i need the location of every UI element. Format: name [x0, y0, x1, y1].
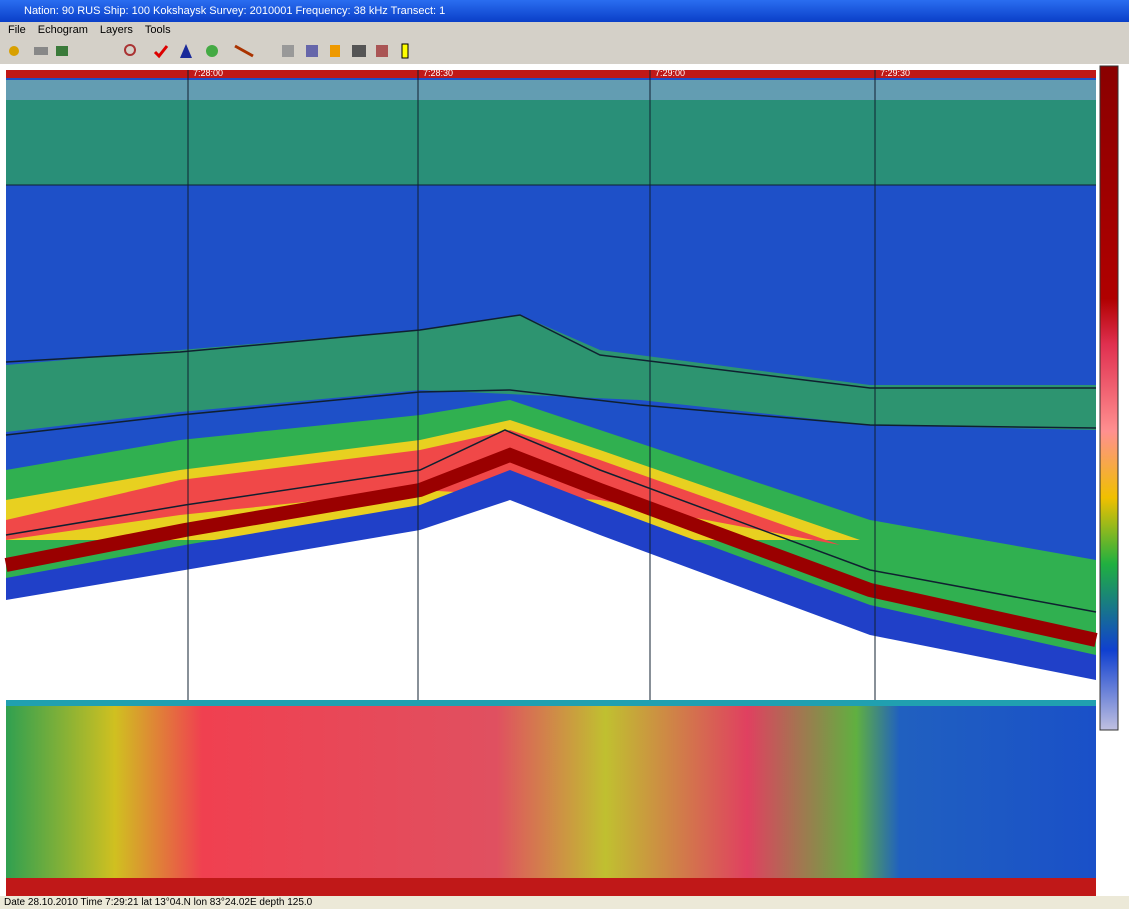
time-label: 7:28:30 [423, 68, 453, 78]
top-strip [6, 70, 1096, 78]
time-label: 7:29:30 [880, 68, 910, 78]
color-scale [1100, 66, 1118, 730]
time-label: 7:28:00 [193, 68, 223, 78]
echogram-view: 7:28:00 7:28:30 7:29:00 7:29:30 [0, 0, 1129, 909]
status-bar: Date 28.10.2010 Time 7:29:21 lat 13°04.N… [0, 896, 1129, 909]
echogram-lower [6, 706, 1096, 878]
time-label: 7:29:00 [655, 68, 685, 78]
app-window: Nation: 90 RUS Ship: 100 Kokshaysk Surve… [0, 0, 1129, 909]
